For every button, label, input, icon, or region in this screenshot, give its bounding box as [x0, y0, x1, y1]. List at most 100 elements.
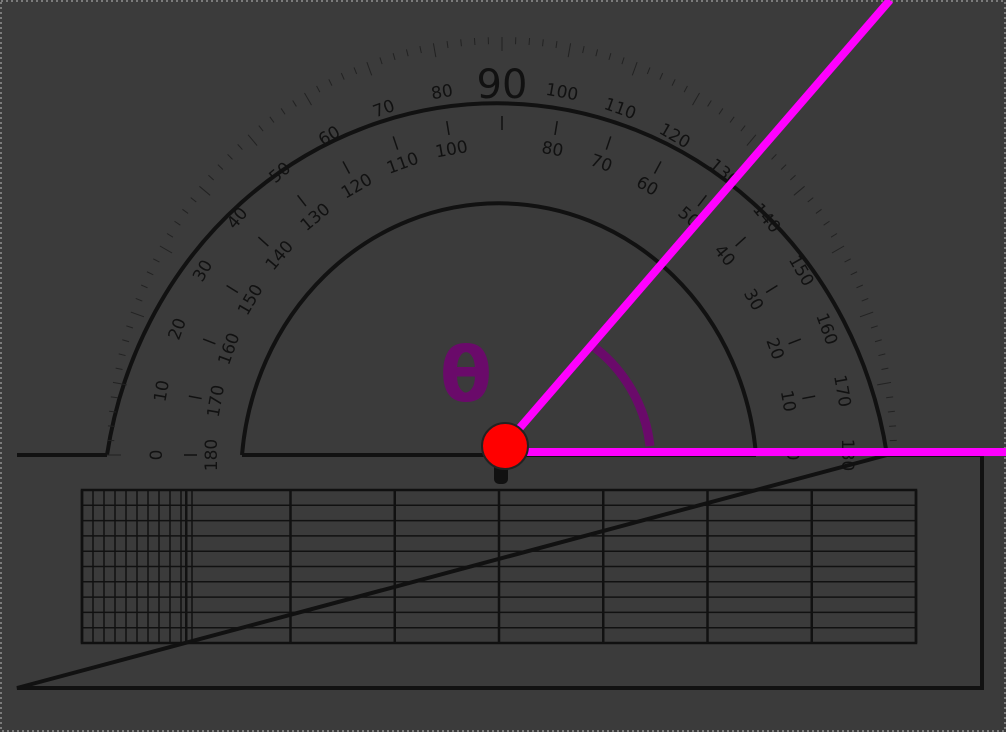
minor-tick [790, 174, 796, 181]
minor-tick [130, 311, 145, 318]
minor-tick [646, 67, 651, 75]
ruler-grid [80, 462, 918, 645]
minor-tick [405, 49, 409, 57]
scale-tick [697, 194, 707, 207]
minor-tick [432, 43, 437, 58]
minor-tick [292, 100, 297, 107]
minor-tick [126, 325, 134, 329]
minor-tick [567, 43, 572, 58]
minor-tick [746, 134, 757, 146]
minor-tick [328, 79, 333, 86]
inner-scale-label: 80 [540, 138, 565, 161]
minor-tick [877, 381, 892, 386]
minor-tick [199, 185, 211, 196]
minor-tick [830, 233, 838, 238]
minor-tick [807, 197, 814, 203]
minor-tick [718, 108, 724, 115]
minor-tick [870, 325, 878, 329]
outer-scale-label: 0 [147, 450, 167, 461]
scale-tick [446, 121, 450, 136]
angle-arc [587, 340, 655, 447]
minor-tick [304, 92, 312, 106]
minor-tick [542, 39, 544, 47]
scale-tick [297, 194, 307, 207]
minor-tick [780, 164, 787, 170]
minor-tick [692, 92, 700, 106]
minor-tick [582, 46, 585, 54]
minor-tick [856, 284, 864, 289]
minor-tick [859, 311, 874, 318]
minor-tick [555, 40, 558, 49]
minor-tick [707, 100, 712, 107]
minor-tick [366, 62, 373, 76]
minor-tick [153, 258, 160, 263]
minor-tick [861, 297, 869, 302]
minor-tick [190, 197, 197, 203]
ray-rotating [501, 0, 894, 448]
inner-arc [240, 201, 758, 456]
minor-tick [740, 125, 746, 132]
minor-tick [831, 245, 845, 254]
minor-tick [174, 220, 181, 226]
scale-tick [788, 338, 802, 345]
minor-tick [217, 164, 224, 170]
minor-tick [886, 396, 894, 399]
minor-tick [135, 297, 143, 302]
minor-tick [823, 220, 830, 226]
scale-tick [554, 121, 558, 136]
minor-tick [353, 67, 358, 75]
scale-tick [735, 236, 747, 247]
scale-tick [226, 284, 239, 294]
angle-label: θ [440, 330, 492, 419]
minor-tick [166, 233, 174, 238]
minor-tick [631, 62, 638, 76]
minor-tick [683, 85, 688, 93]
minor-tick [659, 72, 664, 80]
minor-tick [595, 49, 599, 57]
minor-tick [112, 381, 127, 386]
outer-arc [105, 101, 889, 456]
scale-tick [765, 284, 778, 294]
minor-tick [881, 367, 889, 371]
minor-tick [269, 116, 275, 123]
minor-tick [258, 125, 264, 132]
minor-tick [237, 144, 243, 150]
outer-scale-label: 80 [430, 81, 455, 104]
scale-tick [202, 338, 216, 345]
minor-tick [793, 185, 805, 196]
minor-tick [159, 245, 173, 254]
minor-tick [392, 53, 396, 61]
scale-tick [342, 161, 351, 174]
outer-scale-label: 10 [151, 379, 174, 404]
minor-tick [118, 353, 126, 357]
minor-tick [227, 153, 233, 160]
minor-tick [379, 57, 383, 65]
inner-scale-label: 10 [776, 389, 799, 414]
minor-tick [729, 116, 735, 123]
minor-tick [815, 208, 822, 214]
scale-tick [392, 136, 399, 150]
minor-tick [280, 108, 286, 115]
minor-tick [460, 39, 462, 47]
minor-tick [208, 174, 214, 181]
minor-tick [874, 339, 882, 343]
scale-tick [653, 161, 662, 174]
minor-tick [316, 85, 321, 93]
scale-tick [188, 395, 202, 400]
minor-tick [887, 410, 895, 413]
minor-tick [110, 396, 118, 399]
minor-tick [878, 353, 886, 357]
scale-tick [257, 236, 269, 247]
minor-tick [844, 258, 851, 263]
minor-tick [771, 153, 777, 160]
outer-scale-label: 90 [477, 62, 528, 108]
vertex-point[interactable] [481, 422, 529, 470]
minor-tick [146, 271, 154, 276]
minor-tick [850, 271, 858, 276]
scale-tick [605, 136, 612, 150]
minor-tick [340, 72, 345, 80]
minor-tick [671, 79, 676, 86]
